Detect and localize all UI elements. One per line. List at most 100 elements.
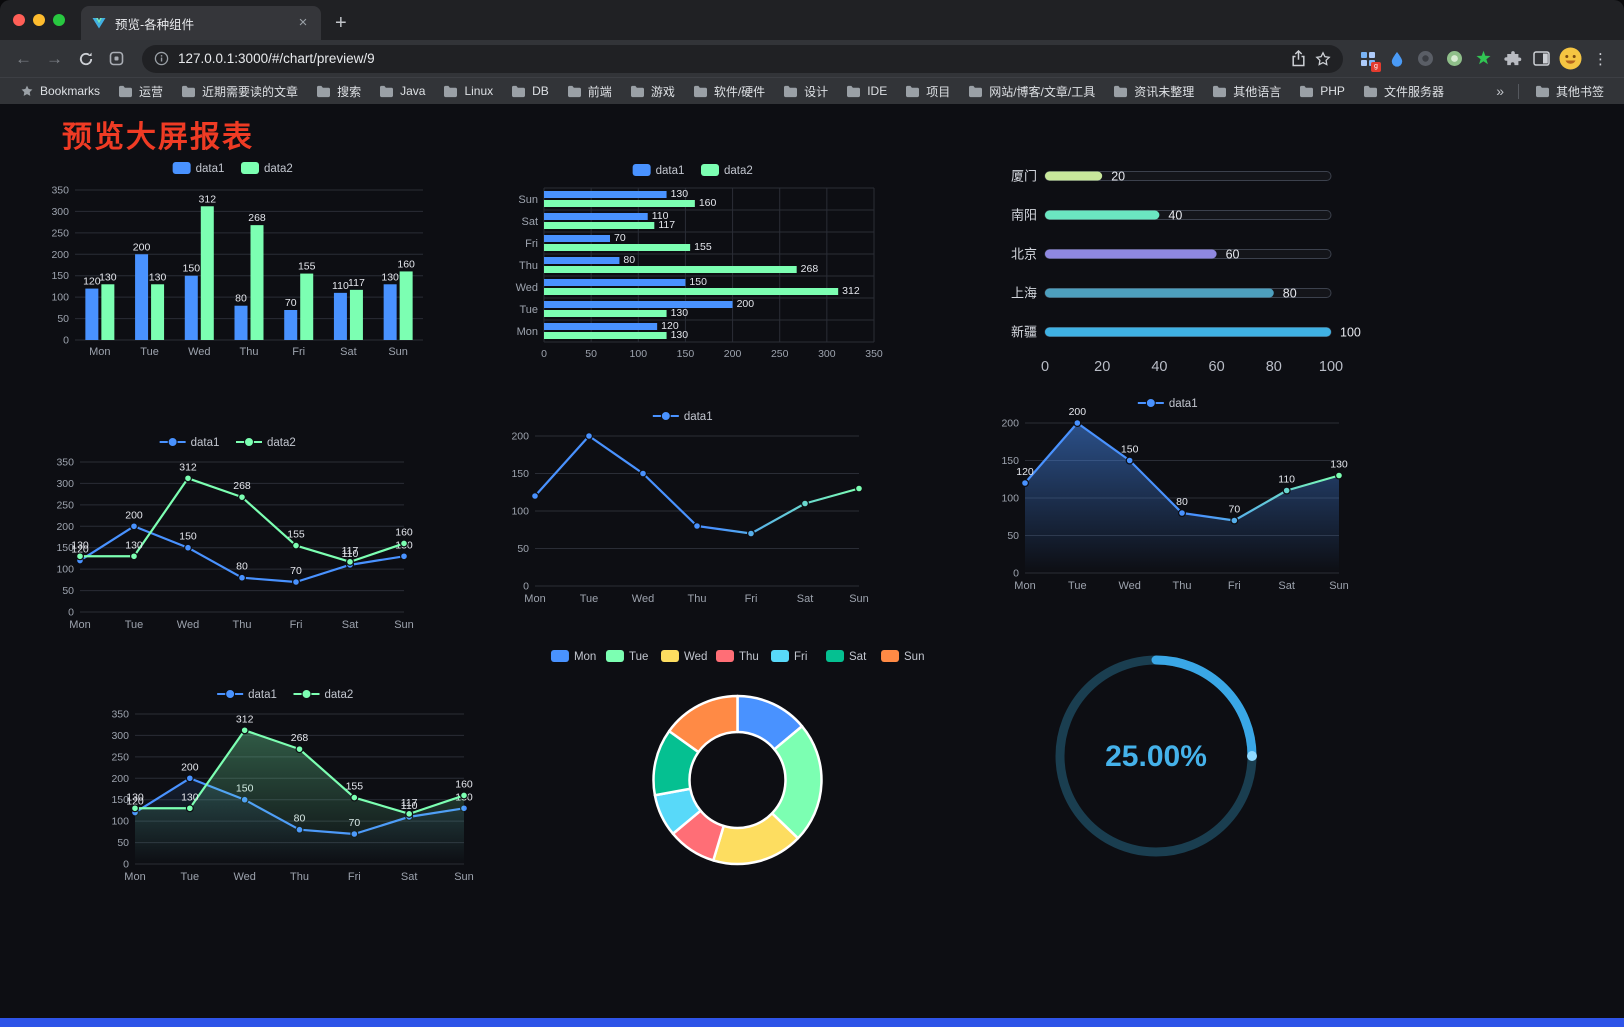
close-window-button[interactable] bbox=[13, 14, 25, 26]
new-tab-button[interactable]: + bbox=[335, 11, 347, 34]
capsule-厦门[interactable] bbox=[1045, 171, 1103, 181]
legend-item-data1[interactable]: data1 bbox=[1137, 398, 1198, 410]
bookmark-folder[interactable]: 运营 bbox=[110, 80, 171, 103]
bar-data1-Sun[interactable] bbox=[383, 284, 397, 340]
tab-close-icon[interactable]: × bbox=[298, 14, 308, 31]
bar-data1-Wed[interactable] bbox=[544, 279, 686, 286]
bookmark-folder[interactable]: 网站/博客/文章/工具 bbox=[960, 80, 1103, 103]
url-text[interactable]: 127.0.0.1:3000/#/chart/preview/9 bbox=[178, 51, 375, 66]
capsule-新疆[interactable] bbox=[1045, 327, 1331, 337]
back-button[interactable]: ← bbox=[15, 48, 32, 68]
bar-data2-Tue[interactable] bbox=[151, 284, 165, 340]
site-info-icon[interactable] bbox=[154, 51, 169, 66]
legend-item-Mon[interactable]: Mon bbox=[550, 650, 596, 663]
bar-data2-Fri[interactable] bbox=[300, 273, 314, 340]
pie-slice-Sun[interactable] bbox=[667, 694, 739, 754]
browser-tab[interactable]: 预览-各种组件 × bbox=[81, 6, 321, 40]
capsule-bar-chart[interactable]: 厦门 20 南阳 40 北京 60 上海 80 新疆 100 0 20 40 60 80 100 bbox=[995, 162, 1365, 402]
bookmark-folder[interactable]: 项目 bbox=[897, 80, 958, 103]
bar-data1-Thu[interactable] bbox=[544, 257, 620, 264]
legend-item-Tue[interactable]: Tue bbox=[605, 650, 648, 663]
bar-data1-Thu[interactable] bbox=[234, 305, 248, 340]
bookmark-folder[interactable]: Linux bbox=[435, 80, 501, 103]
legend-item-Fri[interactable]: Fri bbox=[771, 650, 807, 663]
bookmark-folder[interactable]: 设计 bbox=[775, 80, 836, 103]
share-icon[interactable] bbox=[1291, 50, 1306, 67]
bar-data2-Sun[interactable] bbox=[399, 271, 413, 340]
bookmark-folder[interactable]: 前端 bbox=[559, 80, 620, 103]
extension-green-star-icon[interactable] bbox=[1471, 46, 1496, 71]
bookmark-folder[interactable]: 其他语言 bbox=[1204, 80, 1289, 103]
bar-data2-Mon[interactable] bbox=[101, 284, 115, 340]
legend-item-data1[interactable]: data1 bbox=[159, 437, 220, 449]
capsule-南阳[interactable] bbox=[1045, 210, 1160, 220]
bookmark-folder[interactable]: PHP bbox=[1291, 80, 1353, 103]
extension-dark-circle-icon[interactable] bbox=[1413, 46, 1438, 71]
bookmark-folder[interactable]: Java bbox=[371, 80, 433, 103]
address-bar[interactable]: 127.0.0.1:3000/#/chart/preview/9 bbox=[142, 44, 1343, 73]
horizontal-bar-chart[interactable]: data1 data2 0 50 100 150 200 250 300 350 Mon 120 130… bbox=[500, 154, 890, 366]
other-bookmarks-folder[interactable]: 其他书签 bbox=[1527, 80, 1612, 103]
legend-item-data2[interactable]: data2 bbox=[236, 437, 296, 449]
bar-data2-Thu[interactable] bbox=[544, 266, 797, 273]
bar-data2-Sat[interactable] bbox=[544, 222, 655, 229]
browser-menu-button[interactable]: ⋮ bbox=[1593, 50, 1608, 68]
area-line-chart[interactable]: data1 0 50 100 150 200 Mon Tue Wed Thu Fri Sat Sun 12… bbox=[985, 387, 1355, 599]
extension-grid-icon[interactable]: g bbox=[1355, 46, 1381, 72]
doughnut-chart[interactable]: Mon Tue Wed Thu Fri Sat Sun bbox=[545, 640, 930, 885]
bar-data2-Fri[interactable] bbox=[544, 244, 691, 251]
extension-green-circle-icon[interactable] bbox=[1442, 46, 1467, 71]
bar-data2-Wed[interactable] bbox=[544, 288, 839, 295]
legend-item-data2[interactable]: data2 bbox=[241, 162, 293, 175]
bar-data1-Mon[interactable] bbox=[544, 323, 658, 330]
bookmark-folder[interactable]: 游戏 bbox=[622, 80, 683, 103]
bar-data2-Sun[interactable] bbox=[544, 200, 695, 207]
bar-data1-Tue[interactable] bbox=[544, 301, 733, 308]
legend-item-data1[interactable]: data1 bbox=[172, 162, 225, 175]
bar-data2-Sat[interactable] bbox=[349, 289, 363, 340]
bar-data2-Wed[interactable] bbox=[200, 206, 214, 340]
extension-drop-icon[interactable] bbox=[1384, 46, 1409, 71]
bar-data1-Sun[interactable] bbox=[544, 191, 667, 198]
legend-item-Wed[interactable]: Wed bbox=[660, 650, 707, 663]
profile-avatar[interactable] bbox=[1558, 46, 1583, 71]
bar-data1-Wed[interactable] bbox=[184, 275, 198, 340]
grouped-bar-chart[interactable]: data1 data2 0 50 100 150 200 250 300 350 Mon 120 130… bbox=[35, 152, 435, 364]
legend-item-data2[interactable]: data2 bbox=[293, 689, 354, 701]
bookmark-folder[interactable]: 文件服务器 bbox=[1355, 80, 1452, 103]
zoom-window-button[interactable] bbox=[53, 14, 65, 26]
bookmark-folder[interactable]: DB bbox=[503, 80, 557, 103]
legend-item-data2[interactable]: data2 bbox=[701, 164, 753, 177]
bookmark-folder[interactable]: 软件/硬件 bbox=[685, 80, 773, 103]
legend-item-data1[interactable]: data1 bbox=[217, 689, 277, 701]
bar-data1-Fri[interactable] bbox=[544, 235, 610, 242]
bookmarks-overflow-button[interactable]: » bbox=[1496, 83, 1504, 99]
two-series-line-chart[interactable]: data1 data2 0 50 100 150 200 250 300 350 Mon Tue Wed… bbox=[40, 426, 420, 638]
forward-button[interactable]: → bbox=[46, 48, 63, 68]
bar-data1-Tue[interactable] bbox=[135, 254, 149, 340]
bar-data2-Tue[interactable] bbox=[544, 310, 667, 317]
gauge-chart[interactable]: 25.00% bbox=[1046, 646, 1266, 866]
capsule-北京[interactable] bbox=[1045, 249, 1217, 259]
minimize-window-button[interactable] bbox=[33, 14, 45, 26]
legend-item-data1[interactable]: data1 bbox=[652, 411, 713, 423]
bookmark-folder[interactable]: 资讯未整理 bbox=[1105, 80, 1202, 103]
bar-data1-Sat[interactable] bbox=[333, 292, 347, 340]
bookmarks-root[interactable]: Bookmarks bbox=[12, 81, 108, 101]
legend-item-Thu[interactable]: Thu bbox=[715, 650, 759, 663]
legend-item-Sat[interactable]: Sat bbox=[826, 650, 867, 663]
bar-data1-Sat[interactable] bbox=[544, 213, 648, 220]
bookmark-folder[interactable]: IDE bbox=[838, 80, 895, 103]
bookmark-folder[interactable]: 搜索 bbox=[308, 80, 369, 103]
bookmark-star-icon[interactable] bbox=[1315, 50, 1331, 67]
capsule-上海[interactable] bbox=[1045, 288, 1274, 298]
bar-data2-Mon[interactable] bbox=[544, 332, 667, 339]
bar-data2-Thu[interactable] bbox=[250, 225, 264, 340]
gradient-line-chart[interactable]: data1 0 50 100 150 200 Mon Tue Wed Thu Fri Sat Sun bbox=[495, 400, 875, 612]
bar-data1-Fri[interactable] bbox=[284, 310, 298, 340]
legend-item-Sun[interactable]: Sun bbox=[881, 650, 924, 663]
line-data1[interactable] bbox=[534, 434, 860, 535]
side-panel-icon[interactable] bbox=[1529, 46, 1554, 71]
bookmark-folder[interactable]: 近期需要读的文章 bbox=[173, 80, 306, 103]
reload-button[interactable] bbox=[72, 45, 99, 72]
